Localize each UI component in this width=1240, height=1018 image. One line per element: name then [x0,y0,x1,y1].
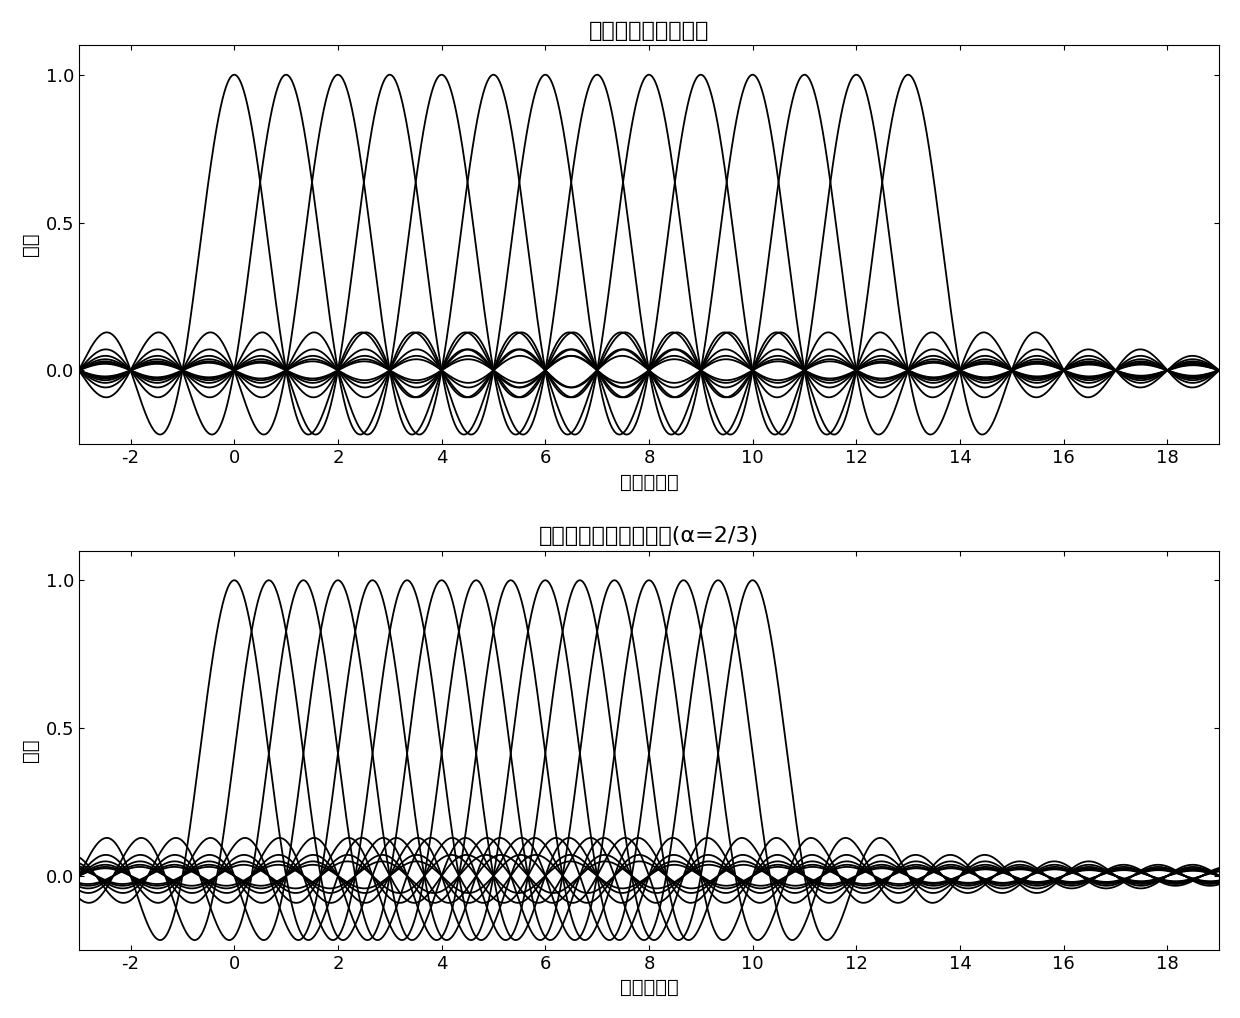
Title: 正交子载波的频谱图: 正交子载波的频谱图 [589,20,709,41]
X-axis label: 归一化频率: 归一化频率 [620,472,678,492]
Y-axis label: 幅度: 幅度 [21,738,40,761]
X-axis label: 归一化频率: 归一化频率 [620,978,678,998]
Title: 非正交子载波的频谱图(α=2/3): 非正交子载波的频谱图(α=2/3) [539,526,759,547]
Y-axis label: 幅度: 幅度 [21,233,40,257]
